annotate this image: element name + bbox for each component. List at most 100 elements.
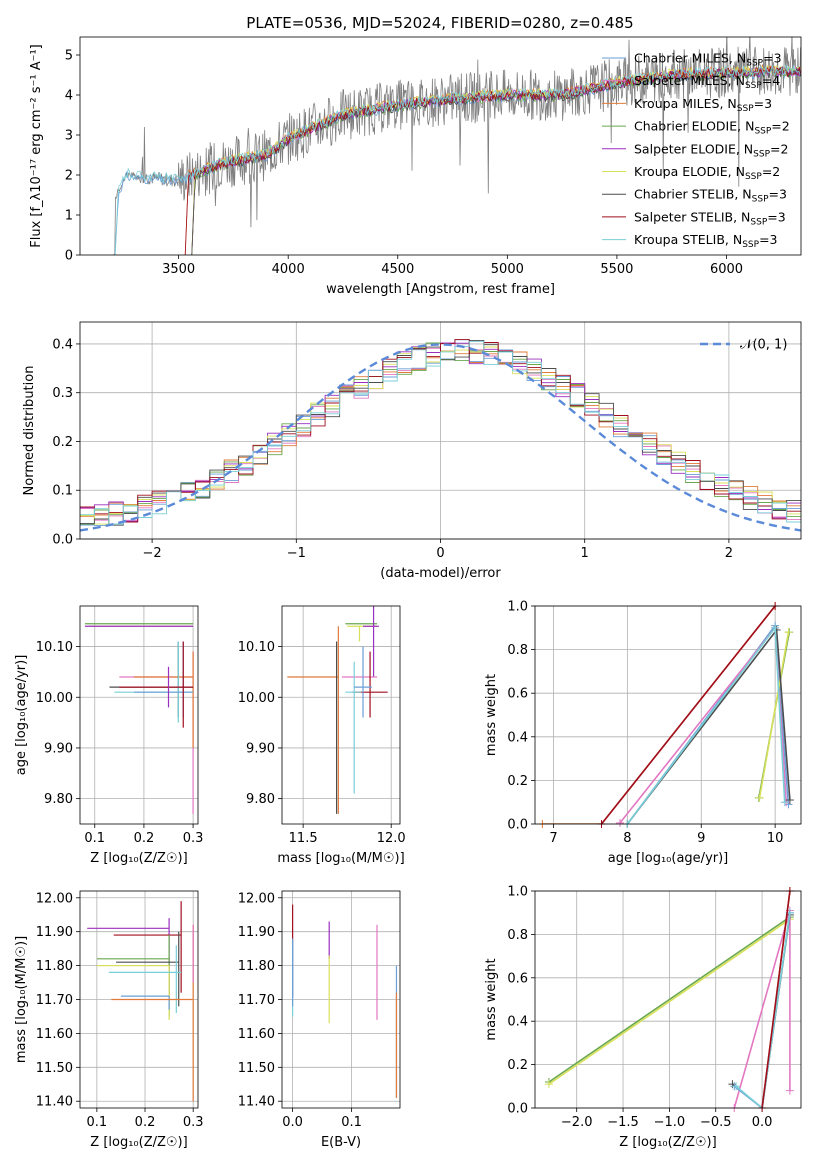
error-bar-point bbox=[119, 651, 194, 814]
axes-frame bbox=[79, 36, 802, 256]
mass-weight-marker bbox=[771, 623, 780, 632]
mass-weight-line bbox=[548, 918, 791, 1085]
age-vs-Z-panel: 0.1 0.2 0.3 9.80 9.90 10.00 10.10 Z [log₁₀(Z/Z☉… bbox=[14, 605, 204, 866]
x-tick-label: 0.1 bbox=[341, 1115, 362, 1130]
mass-weight-marker bbox=[785, 796, 794, 805]
y-tick-label: 3 bbox=[65, 129, 73, 144]
legend-entry: Kroupa MILES, NSSP=3 bbox=[634, 96, 772, 114]
x-tick-label: 2 bbox=[725, 546, 733, 561]
model-spectrum-line bbox=[114, 64, 801, 255]
y-tick-label: 0.0 bbox=[507, 1102, 528, 1117]
x-axis-label: E(B-V) bbox=[321, 1135, 361, 1150]
x-tick-label: 5000 bbox=[491, 262, 524, 277]
x-tick-label: 0.1 bbox=[87, 1115, 108, 1130]
y-tick-label: 11.90 bbox=[238, 925, 275, 940]
x-tick-label: 7 bbox=[549, 831, 557, 846]
error-bar-point bbox=[134, 651, 194, 748]
mass-weight-marker bbox=[784, 628, 793, 637]
error-bar-point bbox=[287, 626, 339, 814]
y-tick-label: 5 bbox=[65, 49, 73, 64]
error-bar-point bbox=[120, 995, 170, 1010]
axes-frame bbox=[281, 605, 401, 825]
axes-frame bbox=[534, 605, 802, 825]
x-axis-label: Z [log₁₀(Z/Z☉)] bbox=[90, 851, 187, 866]
y-tick-label: 0.0 bbox=[507, 818, 528, 833]
mass-vs-ebv-panel: 0.0 0.1 11.40 11.50 11.60 11.70 11.80 11.90 12.0… bbox=[238, 890, 401, 1150]
mass-weight-marker bbox=[755, 793, 764, 802]
error-bar-point bbox=[352, 651, 388, 718]
y-tick-label: 9.80 bbox=[246, 792, 275, 807]
error-bar-point bbox=[87, 918, 170, 997]
x-tick-label: −2 bbox=[143, 546, 162, 561]
mass-weight-line bbox=[548, 916, 791, 1083]
error-bar-point bbox=[113, 901, 182, 993]
figure-title: PLATE=0536, MJD=52024, FIBERID=0280, z=0… bbox=[246, 14, 633, 32]
x-tick-label: 5500 bbox=[600, 262, 633, 277]
x-tick-label: 0.3 bbox=[183, 831, 204, 846]
y-axis-label: mass weight bbox=[484, 674, 499, 756]
y-tick-label: 10.10 bbox=[238, 640, 275, 655]
mass-vs-Z-panel: 0.1 0.2 0.3 11.40 11.50 11.60 11.70 11.80 11.90 1… bbox=[14, 890, 204, 1150]
y-axis-label: age [log₁₀(age/yr)] bbox=[14, 655, 29, 776]
mass-weight-marker bbox=[732, 1082, 741, 1091]
y-tick-label: 1.0 bbox=[507, 600, 528, 615]
axes-frame bbox=[281, 890, 401, 1109]
y-tick-label: 10.00 bbox=[36, 691, 73, 706]
error-bar-point bbox=[108, 945, 182, 1014]
model-spectrum-line bbox=[191, 64, 801, 255]
x-tick-label: −1 bbox=[287, 546, 306, 561]
y-tick-label: 9.90 bbox=[44, 741, 73, 756]
mass-weight-line bbox=[758, 632, 790, 798]
axes-frame bbox=[79, 605, 199, 825]
y-tick-label: 1 bbox=[65, 209, 73, 224]
x-tick-label: −2.0 bbox=[561, 1115, 593, 1130]
x-tick-label: 9 bbox=[697, 831, 705, 846]
residual-histogram bbox=[80, 341, 801, 525]
x-tick-label: 0.2 bbox=[135, 1115, 156, 1130]
y-tick-label: 10.00 bbox=[238, 691, 275, 706]
y-tick-label: 12.00 bbox=[36, 891, 73, 906]
x-tick-label: 11.5 bbox=[289, 831, 318, 846]
mass-weight-line bbox=[626, 627, 791, 824]
legend-entry: 𝒩(0, 1) bbox=[740, 338, 787, 353]
error-bar-point bbox=[96, 935, 170, 1017]
mass-weight-line bbox=[761, 891, 791, 1108]
error-bar-point bbox=[109, 641, 194, 718]
y-axis-label: Flux [f_λ10⁻¹⁷ erg cm⁻² s⁻¹ A⁻¹] bbox=[29, 44, 44, 248]
x-tick-label: 4000 bbox=[272, 262, 305, 277]
x-axis-label: (data-model)/error bbox=[380, 566, 501, 581]
x-tick-label: 1 bbox=[581, 546, 589, 561]
panels: 3500 4000 4500 5000 5500 6000 0 1 2 3 4 5 wavelength… bbox=[14, 36, 802, 1150]
mass-weight-marker bbox=[544, 1080, 553, 1089]
mass-weight-marker bbox=[615, 818, 624, 827]
legend-entry: Chabrier ELODIE, NSSP=2 bbox=[634, 119, 790, 137]
x-tick-label: 4500 bbox=[381, 262, 414, 277]
y-tick-label: 11.70 bbox=[238, 993, 275, 1008]
x-tick-label: 12.0 bbox=[377, 831, 406, 846]
x-tick-label: −1.0 bbox=[654, 1115, 686, 1130]
mass-weight-line bbox=[735, 912, 791, 1108]
y-tick-label: 2 bbox=[65, 169, 73, 184]
x-tick-label: −0.5 bbox=[700, 1115, 732, 1130]
y-axis-label: mass [log₁₀(M/M☉)] bbox=[14, 936, 29, 1063]
massweight-vs-Z-panel: −2.0 −1.5 −1.0 −0.5 0.0 0.0 0.2 0.4 0.6 0.8 1.0 Z [… bbox=[484, 885, 802, 1150]
legend-entry: Salpeter STELIB, NSSP=3 bbox=[634, 209, 786, 227]
x-tick-label: 8 bbox=[623, 831, 631, 846]
y-tick-label: 11.90 bbox=[36, 925, 73, 940]
x-tick-label: 0.0 bbox=[752, 1115, 773, 1130]
x-tick-label: 0 bbox=[436, 546, 444, 561]
y-tick-label: 0.2 bbox=[507, 774, 528, 789]
x-axis-label: wavelength [Angstrom, rest frame] bbox=[326, 282, 555, 297]
y-tick-label: 0.1 bbox=[52, 484, 73, 499]
y-tick-label: 4 bbox=[65, 89, 73, 104]
data-spectrum-line bbox=[113, 37, 801, 255]
error-bar-point bbox=[354, 646, 372, 718]
y-tick-label: 0.8 bbox=[507, 928, 528, 943]
y-tick-label: 0 bbox=[65, 249, 73, 264]
y-tick-label: 0.0 bbox=[52, 533, 73, 548]
y-tick-label: 12.00 bbox=[238, 891, 275, 906]
x-tick-label: 0.0 bbox=[282, 1115, 303, 1130]
error-bar-point bbox=[114, 641, 194, 723]
y-axis-label: Normed distribution bbox=[22, 366, 37, 496]
y-tick-label: 0.4 bbox=[52, 337, 73, 352]
